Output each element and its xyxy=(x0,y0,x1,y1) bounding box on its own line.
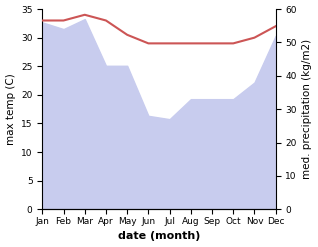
Y-axis label: med. precipitation (kg/m2): med. precipitation (kg/m2) xyxy=(302,39,313,179)
Y-axis label: max temp (C): max temp (C) xyxy=(5,73,16,145)
X-axis label: date (month): date (month) xyxy=(118,231,200,242)
